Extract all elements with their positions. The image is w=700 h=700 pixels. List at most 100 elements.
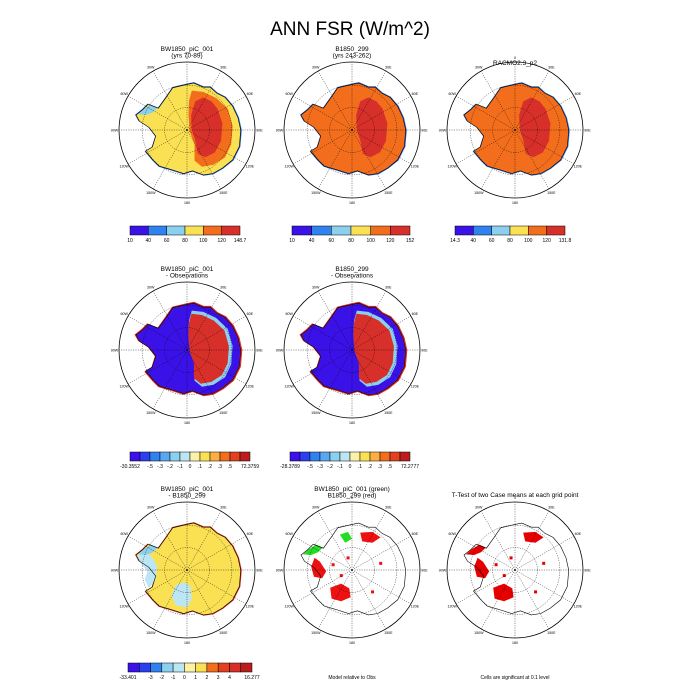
longitude-label: 90E <box>584 128 591 132</box>
longitude-label: 60E <box>575 92 582 96</box>
coastline <box>463 522 570 616</box>
colorbar-label: 120 <box>543 238 552 244</box>
colorbar-label: -3 <box>148 675 153 681</box>
map-body <box>135 522 242 616</box>
colorbar-label: 60 <box>489 238 495 244</box>
longitude-label: 150E <box>219 191 228 195</box>
longitude-label: 0 <box>514 496 516 500</box>
longitude-label: 90W <box>276 348 284 352</box>
colorbar-label: 60 <box>164 238 170 244</box>
meridian-line <box>152 569 188 629</box>
longitude-label: 30W <box>147 506 155 510</box>
longitude-label: 30E <box>220 286 227 290</box>
colorbar-swatch <box>509 225 529 236</box>
map-panel-3: BW1850_piC_001- Observations030E60E90E12… <box>111 266 263 470</box>
meridian-line <box>480 569 516 629</box>
longitude-label: 30E <box>220 506 227 510</box>
longitude-label: 90W <box>439 568 447 572</box>
map-frame <box>283 61 421 199</box>
significant-patch <box>466 544 486 555</box>
longitude-label: 60E <box>412 312 419 316</box>
longitude-label: 180 <box>349 641 355 645</box>
panel-title-line: BW1850_piC_001 <box>161 486 214 493</box>
colorbar-swatch <box>299 451 311 462</box>
graticule <box>447 502 583 638</box>
map-body <box>134 301 243 397</box>
meridian-line <box>128 569 188 605</box>
coastline <box>135 302 242 396</box>
panel-title-line: - B1850_299 <box>168 493 206 500</box>
significant-cell <box>494 563 498 567</box>
meridian-line <box>186 511 222 571</box>
colorbar-label: 2 <box>206 675 209 681</box>
longitude-label: 180 <box>349 201 355 205</box>
longitude-label: 120E <box>574 165 583 169</box>
meridian-line <box>456 569 516 605</box>
colorbar-swatch <box>369 451 381 462</box>
longitude-label: 150W <box>311 411 321 415</box>
colorbar-swatch <box>370 225 391 236</box>
meridian-line <box>514 535 574 571</box>
map-body <box>135 82 242 176</box>
panel-title-line: B1850_299 <box>335 266 369 273</box>
colorbar-swatch <box>189 451 201 462</box>
meridian-line <box>351 349 411 385</box>
longitude-label: 120W <box>285 385 295 389</box>
coastline <box>300 82 407 176</box>
longitude-label: 180 <box>184 421 190 425</box>
longitude-label: 0 <box>186 56 188 60</box>
longitude-label: 120E <box>411 385 420 389</box>
latitude-circle <box>306 304 398 396</box>
colorbar-label: 100 <box>524 238 533 244</box>
longitude-label: 60W <box>449 532 457 536</box>
longitude-label: 90W <box>111 348 119 352</box>
meridian-line <box>317 349 353 409</box>
longitude-label: 150W <box>146 631 156 635</box>
longitude-label: 180 <box>512 641 518 645</box>
map-frame <box>446 61 584 199</box>
longitude-label: 120E <box>246 165 255 169</box>
meridian-line <box>351 349 387 409</box>
colorbar-swatch <box>291 225 312 236</box>
colorbar-label: 80 <box>348 238 354 244</box>
colorbar-label: -2 <box>160 675 165 681</box>
significant-cell <box>502 574 506 578</box>
colorbar-label: 4 <box>228 675 231 681</box>
significant-patch-red <box>360 531 381 543</box>
colorbar-swatch <box>203 225 222 236</box>
colorbar: 14.3 40 60 80 100 120 131.8 <box>450 225 571 244</box>
longitude-label: 150W <box>474 191 484 195</box>
colorbar-label: .3 <box>378 464 382 470</box>
colorbar-swatch <box>229 451 241 462</box>
latitude-circle <box>306 84 398 176</box>
longitude-label: 120W <box>285 605 295 609</box>
figure-title: ANN FSR (W/m^2) <box>270 19 430 40</box>
west-coast-region <box>138 544 158 555</box>
significant-cell <box>371 590 375 594</box>
longitude-label: 120E <box>411 605 420 609</box>
colorbar-label: 72.3759 <box>241 464 259 470</box>
coastline <box>300 302 407 396</box>
colorbar-label: 16.277 <box>244 675 260 681</box>
map-frame <box>118 281 256 419</box>
map-panel-4: B1850_299- Observations030E60E90E120E150… <box>276 266 428 470</box>
longitude-label: 0 <box>351 496 353 500</box>
map-body <box>463 522 570 616</box>
meridian-line <box>456 129 516 165</box>
longitude-label: 180 <box>184 201 190 205</box>
panel-title-line: BW1850_piC_001 <box>161 266 214 273</box>
longitude-label: 30W <box>147 66 155 70</box>
coastline <box>135 522 242 616</box>
map-body <box>300 522 407 616</box>
significant-cell <box>339 574 343 578</box>
meridian-line <box>128 315 188 351</box>
map-frame <box>118 501 256 639</box>
meridian-line <box>317 291 353 351</box>
longitude-label: 90E <box>256 568 263 572</box>
colorbar-label: -.1 <box>337 464 343 470</box>
longitude-label: 60W <box>121 92 129 96</box>
meridian-line <box>293 95 353 131</box>
colorbar-label: .5 <box>228 464 232 470</box>
longitude-label: 150W <box>474 631 484 635</box>
